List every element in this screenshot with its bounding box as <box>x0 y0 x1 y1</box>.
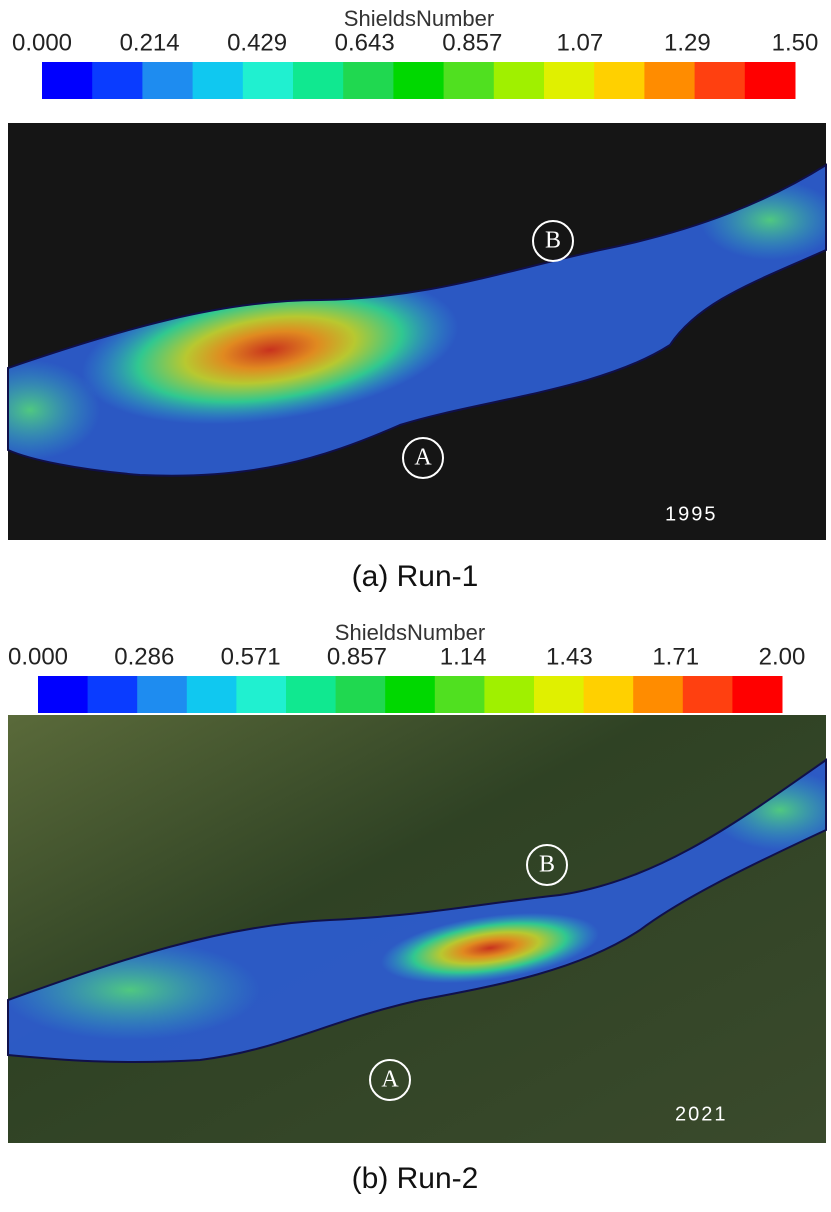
panel: ShieldsNumber 0.000 0.286 0.571 0.857 1.14 1.4… <box>7 620 827 1195</box>
hotspot <box>380 912 600 984</box>
colorbar-segment <box>293 62 344 99</box>
colorbar-segment <box>633 676 684 713</box>
velocity-zone <box>8 360 100 460</box>
colorbar-tick-label: 1.50 <box>772 29 819 56</box>
location-label: A <box>414 445 432 471</box>
colorbar-segment <box>42 62 93 99</box>
location-marker <box>369 1059 411 1101</box>
colorbar-segment <box>236 676 287 713</box>
location-marker <box>402 437 444 479</box>
colorbar-segment <box>343 62 394 99</box>
year-label: 2021 <box>675 1103 728 1125</box>
colorbar-tick-label: 1.29 <box>664 29 711 56</box>
colorbar-segment <box>242 62 294 99</box>
colorbar-tick-label: 0.643 <box>335 29 395 56</box>
location-label: A <box>381 1067 399 1093</box>
colorbar-segment <box>393 62 445 99</box>
caption: (b) Run-2 <box>352 1162 479 1195</box>
location-label: B <box>545 228 561 254</box>
colorbar-title: ShieldsNumber <box>344 6 494 31</box>
colorbar-segment <box>186 676 237 713</box>
colorbar-segment <box>137 676 188 713</box>
colorbar-title: ShieldsNumber <box>335 620 485 645</box>
colorbar-segment <box>142 62 194 99</box>
colorbar-tick-label: 0.000 <box>8 643 68 670</box>
colorbar-segment <box>744 62 796 99</box>
colorbar-segment <box>544 62 595 99</box>
river-edge <box>7 758 827 1064</box>
colorbar-segment <box>87 676 138 713</box>
colorbar-tick-label: 1.07 <box>557 29 604 56</box>
colorbar-segment <box>682 676 733 713</box>
colorbar-segment <box>732 676 783 713</box>
colorbar-tick-label: 1.14 <box>440 643 487 670</box>
panel: ShieldsNumber 0.000 0.214 0.429 0.643 0.857 1.… <box>7 6 827 593</box>
colorbar-tick-label: 0.857 <box>327 643 387 670</box>
colorbar-segment <box>286 676 337 713</box>
colorbar-segment <box>644 62 696 99</box>
colorbar-segment <box>443 62 495 99</box>
colorbar-segment <box>385 676 436 713</box>
colorbar-tick-label: 0.857 <box>442 29 502 56</box>
colorbar-segment <box>38 676 89 713</box>
colorbar-segment <box>192 62 244 99</box>
colorbar-tick-label: 0.000 <box>12 29 72 56</box>
colorbar-tick-label: 1.71 <box>652 643 699 670</box>
colorbar-segment <box>484 676 535 713</box>
location-marker <box>526 844 568 886</box>
year-label: 1995 <box>665 503 718 525</box>
colorbar-segment <box>534 676 585 713</box>
colorbar-segment <box>583 676 634 713</box>
location-label: B <box>539 852 555 878</box>
colorbar-segment <box>594 62 645 99</box>
colorbar-segment <box>434 676 485 713</box>
colorbar-tick-label: 0.214 <box>120 29 180 56</box>
colorbar-tick-label: 2.00 <box>759 643 806 670</box>
river-edge <box>7 163 827 477</box>
colorbar-tick-label: 0.429 <box>227 29 287 56</box>
caption: (a) Run-1 <box>352 560 479 593</box>
colorbar-segment <box>694 62 746 99</box>
colorbar-tick-label: 1.43 <box>546 643 593 670</box>
colorbar-segment <box>493 62 545 99</box>
location-marker <box>532 220 574 262</box>
colorbar-tick-label: 0.286 <box>114 643 174 670</box>
colorbar-segment <box>92 62 143 99</box>
colorbar-segment <box>335 676 386 713</box>
colorbar-tick-label: 0.571 <box>221 643 281 670</box>
